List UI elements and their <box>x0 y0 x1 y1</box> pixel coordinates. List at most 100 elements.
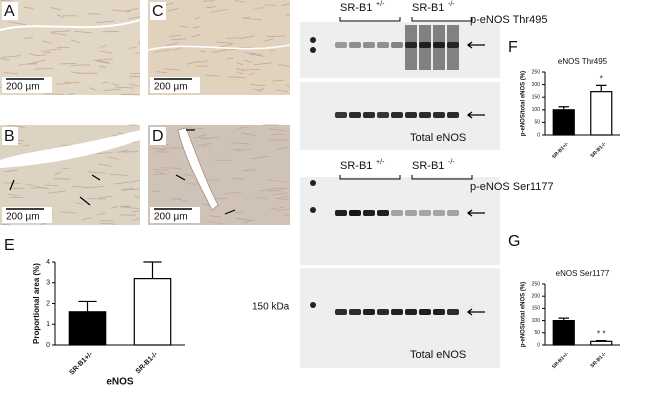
arrow <box>91 174 101 181</box>
blot-band <box>447 112 459 118</box>
tissue-fiber <box>226 57 234 60</box>
tissue-gap <box>0 130 140 168</box>
tissue-fiber <box>154 171 168 175</box>
tissue-fiber <box>275 89 289 93</box>
panel-letter: D <box>152 128 164 145</box>
tissue-fiber <box>249 53 265 57</box>
x-axis-label: eNOS <box>106 377 134 388</box>
panel-letter: B <box>4 128 15 145</box>
tissue-fiber <box>237 126 250 129</box>
tissue-fiber <box>56 82 71 85</box>
tissue-fiber <box>26 183 36 187</box>
tissue-fiber <box>121 206 139 209</box>
tissue-fiber <box>200 136 219 140</box>
arrow <box>9 179 15 191</box>
tissue-fiber <box>167 7 179 12</box>
tissue-fiber <box>103 88 121 92</box>
blot-label: Total eNOS <box>410 349 466 361</box>
tissue-fiber <box>266 35 286 38</box>
tissue-fiber <box>243 59 253 63</box>
tissue-fiber <box>35 54 47 57</box>
tissue-fiber <box>44 184 59 187</box>
tissue-fiber <box>129 46 138 49</box>
chart-title: eNOS Ser1177 <box>556 269 610 278</box>
blot-smear <box>447 25 459 70</box>
x-tick-label: SR-B1-/- <box>135 350 160 375</box>
y-tick-label: 200 <box>532 294 541 300</box>
band-arrow <box>466 41 485 49</box>
y-tick-label: 2 <box>46 300 50 307</box>
tissue-fiber <box>89 87 96 91</box>
bar <box>133 278 172 346</box>
blot-band <box>391 309 403 315</box>
tissue-fiber <box>74 202 84 205</box>
group-bracket <box>411 175 473 180</box>
tissue-fiber <box>267 178 287 183</box>
tissue-fiber <box>222 48 237 51</box>
tissue-fiber <box>7 193 20 197</box>
tissue-fiber <box>1 55 21 58</box>
tissue-fiber <box>74 30 92 34</box>
tissue-fiber <box>285 83 291 88</box>
blot-band <box>349 210 361 216</box>
tissue-fiber <box>122 188 134 190</box>
blot-band <box>391 112 403 118</box>
tissue-fiber <box>209 9 228 13</box>
scale-bar-label: 200 µm <box>154 212 188 223</box>
tissue-fiber <box>194 16 201 20</box>
tissue-fiber <box>250 84 266 87</box>
y-tick-label: 250 <box>532 281 541 287</box>
panel-letter-box <box>2 2 18 20</box>
panel-letter: E <box>4 237 15 254</box>
tissue-fiber <box>125 7 139 12</box>
tissue-fiber <box>277 209 291 211</box>
blot-band <box>377 42 389 48</box>
marker-dot <box>310 180 316 186</box>
tissue-fiber <box>70 64 90 66</box>
x-tick-label: SR-B1+/- <box>68 350 94 376</box>
blot-band <box>363 42 375 48</box>
tissue-fiber <box>271 192 289 196</box>
tissue-fiber <box>29 53 37 56</box>
y-tick-label: 0 <box>46 342 50 349</box>
tissue-fiber <box>4 169 19 173</box>
tissue-fiber <box>276 146 291 150</box>
tissue-fiber <box>59 62 77 65</box>
tissue-fiber <box>71 39 81 43</box>
group-label: SR-B1 <box>412 160 444 172</box>
tissue-fiber <box>81 216 92 221</box>
tissue-fiber <box>96 212 106 216</box>
blot <box>300 177 500 265</box>
tissue-fiber <box>216 41 234 44</box>
tissue-fiber <box>109 173 129 176</box>
vessel <box>177 127 219 211</box>
blot-band <box>433 309 445 315</box>
tissue-fiber <box>168 34 182 38</box>
error-bar <box>143 261 162 279</box>
blot-band <box>335 210 347 216</box>
tissue-fiber <box>18 62 37 66</box>
tissue-fiber <box>191 33 201 38</box>
tissue-fiber <box>64 81 80 84</box>
tissue-fiber <box>185 182 198 185</box>
tissue-fiber <box>3 182 21 184</box>
tissue-fiber <box>236 149 252 151</box>
tissue-fiber <box>251 155 270 160</box>
tissue-fiber <box>70 71 83 74</box>
tissue-fiber <box>257 187 278 192</box>
tissue-fiber <box>272 79 285 82</box>
x-tick-label: SR-B1-/- <box>589 351 607 369</box>
tissue-fiber <box>59 211 77 214</box>
tissue-fiber <box>100 220 114 222</box>
scale-bar-box <box>150 207 200 223</box>
x-tick-label: SR-B1+/- <box>551 351 570 370</box>
blot-smear <box>405 25 417 70</box>
group-label: SR-B1 <box>340 2 372 14</box>
scale-bar-box <box>2 207 52 223</box>
blot-band <box>447 210 459 216</box>
tissue-fiber <box>268 49 276 52</box>
tissue-fiber <box>153 147 167 151</box>
tissue-gap <box>147 44 291 51</box>
tissue-fiber <box>99 65 106 68</box>
scale-bar-label: 200 µm <box>154 82 188 93</box>
